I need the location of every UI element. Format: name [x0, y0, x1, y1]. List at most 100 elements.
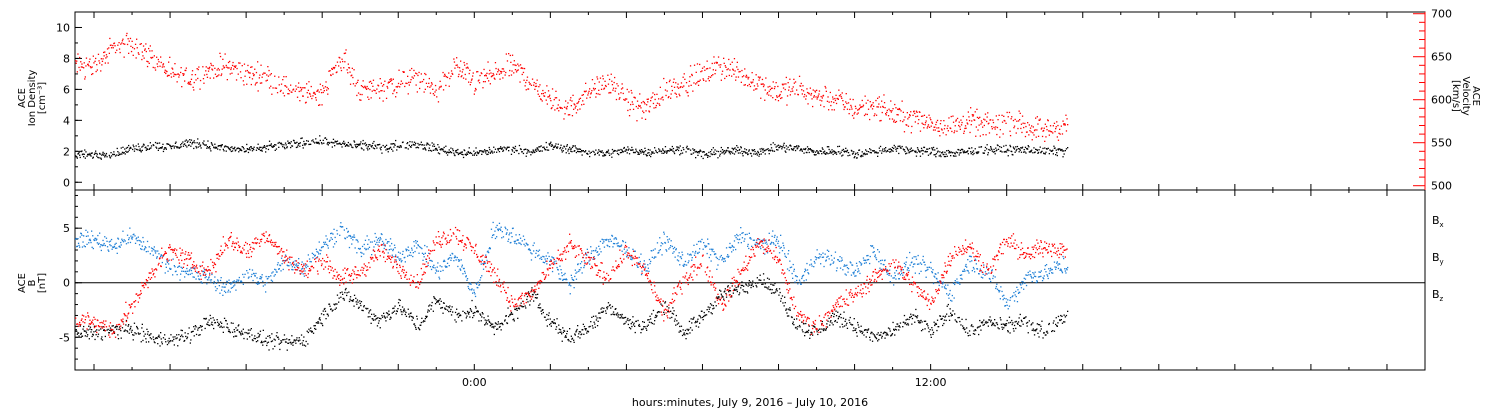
velocity-series-point	[537, 90, 538, 91]
by-series-point	[108, 249, 109, 250]
top-y2-axis-label-line: [km/s]	[1450, 80, 1461, 112]
density-series-point	[582, 154, 583, 155]
bx-series-point	[530, 300, 531, 301]
velocity-series-point	[677, 86, 678, 87]
velocity-series-point	[674, 87, 675, 88]
bx-series-point	[445, 309, 446, 310]
bx-series-point	[701, 311, 702, 312]
velocity-series-point	[699, 64, 700, 65]
by-series-point	[179, 279, 180, 280]
by-series-point	[166, 267, 167, 268]
bx-series-point	[780, 292, 781, 293]
velocity-series-point	[445, 85, 446, 86]
bx-series-point	[744, 291, 745, 292]
density-series-point	[916, 152, 917, 153]
density-series-point	[793, 148, 794, 149]
bx-series-point	[258, 333, 259, 334]
bx-series-point	[835, 311, 836, 312]
velocity-series-point	[173, 76, 174, 77]
bx-series-point	[295, 343, 296, 344]
bx-series-point	[211, 322, 212, 323]
velocity-series-point	[591, 92, 592, 93]
velocity-series-point	[458, 76, 459, 77]
bx-series-point	[120, 330, 121, 331]
velocity-series-point	[802, 93, 803, 94]
density-series-point	[542, 150, 543, 151]
density-series-point	[888, 149, 889, 150]
density-series-point	[750, 153, 751, 154]
density-series-point	[662, 148, 663, 149]
density-series-point	[861, 155, 862, 156]
velocity-series-point	[640, 107, 641, 108]
bx-series-point	[676, 315, 677, 316]
density-series-point	[927, 151, 928, 152]
density-series-point	[173, 145, 174, 146]
bx-series-point	[223, 326, 224, 327]
bx-series-point	[611, 314, 612, 315]
velocity-series-point	[214, 68, 215, 69]
velocity-series-point	[1019, 119, 1020, 120]
velocity-series-point	[971, 120, 972, 121]
density-series-point	[679, 154, 680, 155]
velocity-series-point	[190, 81, 191, 82]
bx-series-point	[174, 336, 175, 337]
bx-series-point	[583, 324, 584, 325]
density-series-point	[688, 148, 689, 149]
density-series-point	[526, 156, 527, 157]
velocity-series-point	[226, 65, 227, 66]
bx-series-point	[679, 332, 680, 333]
velocity-series-point	[121, 42, 122, 43]
velocity-series-point	[315, 94, 316, 95]
bx-series-point	[354, 295, 355, 296]
bx-series-point	[786, 308, 787, 309]
bx-series-point	[989, 319, 990, 320]
velocity-series-point	[669, 81, 670, 82]
density-series-point	[137, 149, 138, 150]
density-series-point	[919, 152, 920, 153]
bx-series-point	[190, 339, 191, 340]
velocity-series-point	[370, 81, 371, 82]
bx-series-point	[746, 291, 747, 292]
density-series-point	[869, 148, 870, 149]
density-series-point	[776, 149, 777, 150]
bx-series-point	[368, 316, 369, 317]
density-series-point	[102, 152, 103, 153]
bx-series-point	[682, 335, 683, 336]
velocity-series-point	[694, 65, 695, 66]
velocity-series-point	[104, 55, 105, 56]
bx-series-point	[209, 319, 210, 320]
bx-series-point	[147, 331, 148, 332]
bx-series-point	[224, 318, 225, 319]
density-series-point	[626, 149, 627, 150]
bx-series-point	[315, 325, 316, 326]
bx-series-point	[628, 320, 629, 321]
velocity-series-point	[512, 55, 513, 56]
velocity-series-point	[438, 101, 439, 102]
bx-series-point	[309, 330, 310, 331]
density-series-point	[1023, 152, 1024, 153]
velocity-series-point	[317, 89, 318, 90]
bx-series-point	[86, 332, 87, 333]
density-series-point	[321, 143, 322, 144]
bx-series-point	[987, 322, 988, 323]
by-series-point	[81, 233, 82, 234]
velocity-series-point	[940, 120, 941, 121]
velocity-series-point	[889, 118, 890, 119]
velocity-series-point	[1053, 125, 1054, 126]
bx-series-point	[514, 320, 515, 321]
bx-series-point	[933, 332, 934, 333]
density-series-point	[763, 148, 764, 149]
density-series-point	[248, 152, 249, 153]
velocity-series-point	[971, 124, 972, 125]
density-series-point	[861, 156, 862, 157]
density-series-point	[932, 149, 933, 150]
density-series-point	[180, 144, 181, 145]
velocity-series-point	[821, 100, 822, 101]
velocity-series-point	[734, 70, 735, 71]
velocity-series-point	[101, 58, 102, 59]
bx-series-point	[697, 321, 698, 322]
density-series-point	[567, 144, 568, 145]
velocity-series-point	[474, 90, 475, 91]
bx-series-point	[637, 320, 638, 321]
velocity-series-point	[1027, 122, 1028, 123]
